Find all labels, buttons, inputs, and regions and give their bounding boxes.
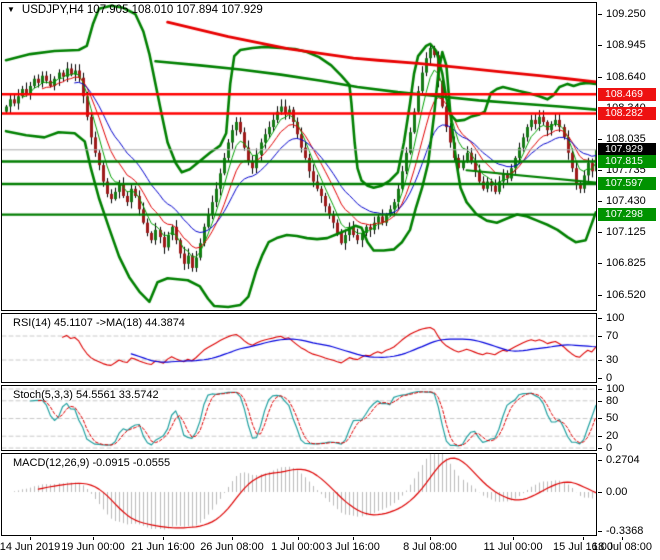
symbol-quote-text: USDJPY,H4 107.905 108.010 107.894 107.92… bbox=[21, 4, 263, 16]
axis-tick bbox=[598, 318, 602, 319]
time-tick bbox=[163, 537, 164, 540]
axis-tick-label: 106.825 bbox=[606, 257, 646, 269]
axis-tick-label: 109.250 bbox=[606, 8, 646, 20]
axis-tick bbox=[598, 436, 602, 437]
axis-tick bbox=[598, 139, 602, 140]
axis-tick-label: 108.945 bbox=[606, 39, 646, 51]
axis-tick bbox=[598, 263, 602, 264]
macd-canvas[interactable] bbox=[2, 454, 596, 534]
stoch-canvas[interactable] bbox=[2, 386, 596, 449]
time-label: 18 Jul 08:00 bbox=[592, 541, 652, 553]
axis-tick-label: 80 bbox=[606, 395, 619, 407]
axis-tick-label: 108.640 bbox=[606, 71, 646, 83]
axis-tick bbox=[598, 170, 602, 171]
axis-tick bbox=[598, 389, 602, 390]
price-badge: 108.469 bbox=[598, 88, 656, 101]
axis-tick-label: 0 bbox=[606, 442, 613, 454]
symbol-title: ▼ USDJPY,H4 107.905 108.010 107.894 107.9… bbox=[7, 4, 263, 16]
price-axis[interactable]: 109.250108.945108.640108.340108.035107.7… bbox=[598, 0, 660, 537]
price-badge: 107.815 bbox=[598, 155, 656, 168]
time-label: 19 Jun 00:00 bbox=[61, 541, 125, 553]
time-label: 15 Jul 16:00 bbox=[553, 541, 613, 553]
axis-tick bbox=[598, 460, 602, 461]
time-label: 26 Jun 08:00 bbox=[200, 541, 264, 553]
axis-tick bbox=[598, 492, 602, 493]
time-tick bbox=[30, 537, 31, 540]
time-tick bbox=[430, 537, 431, 540]
axis-tick bbox=[598, 77, 602, 78]
time-label: 21 Jun 16:00 bbox=[131, 541, 195, 553]
axis-tick-label: 30 bbox=[606, 354, 619, 366]
axis-tick bbox=[598, 378, 602, 379]
axis-tick-label: 100 bbox=[606, 312, 625, 324]
price-badge: 107.298 bbox=[598, 208, 656, 221]
axis-tick bbox=[598, 448, 602, 449]
axis-tick-label: 107.430 bbox=[606, 195, 646, 207]
axis-tick-label: -0.3368 bbox=[606, 525, 644, 537]
rsi-label: RSI(14) 45.1107 ->MA(18) 44.3874 bbox=[13, 317, 185, 329]
time-tick bbox=[583, 537, 584, 540]
axis-tick-label: 106.520 bbox=[606, 289, 646, 301]
axis-tick-label: 0 bbox=[606, 372, 613, 384]
axis-tick bbox=[598, 295, 602, 296]
time-label: 11 Jul 00:00 bbox=[483, 541, 543, 553]
time-label: 1 Jul 00:00 bbox=[271, 541, 325, 553]
time-label: 3 Jul 16:00 bbox=[326, 541, 380, 553]
rsi-canvas[interactable] bbox=[2, 314, 596, 381]
axis-tick-label: 100 bbox=[606, 383, 625, 395]
macd-label: MACD(12,26,9) -0.0915 -0.0555 bbox=[13, 457, 171, 469]
axis-tick bbox=[598, 360, 602, 361]
axis-tick-label: 70 bbox=[606, 330, 619, 342]
price-badge: 107.929 bbox=[598, 143, 656, 156]
axis-tick bbox=[598, 14, 602, 15]
axis-tick-label: 107.125 bbox=[606, 226, 646, 238]
time-label: 14 Jun 2019 bbox=[0, 541, 61, 553]
axis-tick bbox=[598, 232, 602, 233]
axis-tick bbox=[598, 401, 602, 402]
axis-tick bbox=[598, 336, 602, 337]
time-label: 8 Jul 08:00 bbox=[403, 541, 457, 553]
time-tick bbox=[93, 537, 94, 540]
time-tick bbox=[513, 537, 514, 540]
chevron-down-icon[interactable]: ▼ bbox=[7, 5, 15, 14]
axis-tick-label: 108.035 bbox=[606, 133, 646, 145]
axis-tick bbox=[598, 531, 602, 532]
axis-tick bbox=[598, 45, 602, 46]
time-tick bbox=[622, 537, 623, 540]
axis-tick-label: 20 bbox=[606, 430, 619, 442]
axis-tick-label: 50 bbox=[606, 412, 619, 424]
time-tick bbox=[232, 537, 233, 540]
time-axis[interactable]: 14 Jun 2019 19 Jun 00:00 21 Jun 16:00 26 Ju… bbox=[0, 537, 660, 560]
axis-tick bbox=[598, 201, 602, 202]
time-tick bbox=[353, 537, 354, 540]
price-badge: 108.282 bbox=[598, 107, 656, 120]
time-tick bbox=[298, 537, 299, 540]
main-chart-canvas[interactable] bbox=[2, 3, 596, 310]
price-badge: 107.597 bbox=[598, 177, 656, 190]
axis-tick bbox=[598, 418, 602, 419]
stoch-label: Stoch(5,3,3) 54.5561 33.5742 bbox=[13, 389, 159, 401]
axis-tick-label: 0.2704 bbox=[606, 454, 640, 466]
axis-tick-label: 0.00 bbox=[606, 486, 628, 498]
